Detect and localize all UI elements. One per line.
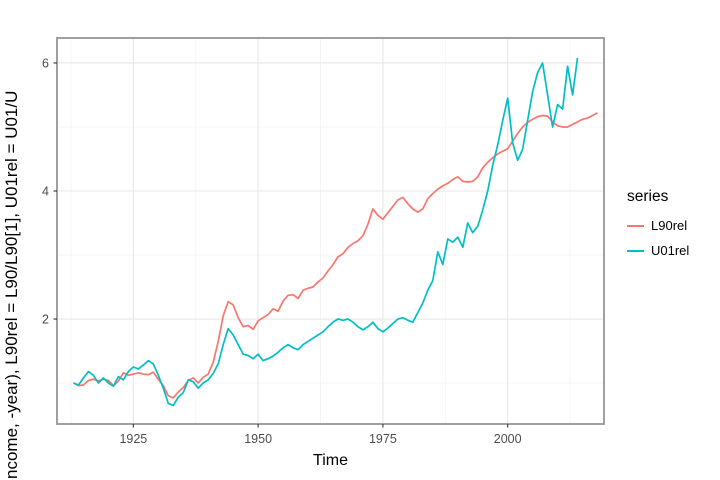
legend-item-l90rel: L90rel — [627, 218, 689, 233]
series-line-u01rel — [73, 57, 579, 407]
legend-item-u01rel: U01rel — [627, 243, 689, 258]
x-tick-label: 1925 — [119, 432, 147, 446]
y-tick-label: 4 — [42, 184, 49, 198]
legend-label: U01rel — [651, 243, 690, 258]
legend-label: L90rel — [651, 218, 688, 233]
legend: series L90rel U01rel — [627, 188, 689, 268]
x-tick-label: 1975 — [369, 432, 397, 446]
legend-title: series — [627, 188, 669, 205]
y-tick-label: 6 — [42, 56, 49, 70]
x-axis-title: Time — [313, 452, 348, 469]
y-tick-label: 2 — [42, 313, 49, 327]
panel-border — [56, 37, 605, 425]
x-tick-label: 1950 — [244, 432, 272, 446]
gridlines-major — [57, 38, 604, 424]
y-axis-title: ncome, -year), L90rel = L90/L90[1], U01r… — [2, 91, 21, 479]
u01rel-key-line-icon — [627, 249, 644, 252]
series-lines — [73, 57, 598, 407]
axis-tick-labels: 1925 1950 1975 2000 2 4 6 — [42, 56, 522, 446]
axis-tick-marks — [53, 62, 509, 428]
x-tick-label: 2000 — [494, 432, 522, 446]
gridlines-minor — [57, 38, 604, 424]
l90rel-key-line-icon — [627, 224, 644, 227]
